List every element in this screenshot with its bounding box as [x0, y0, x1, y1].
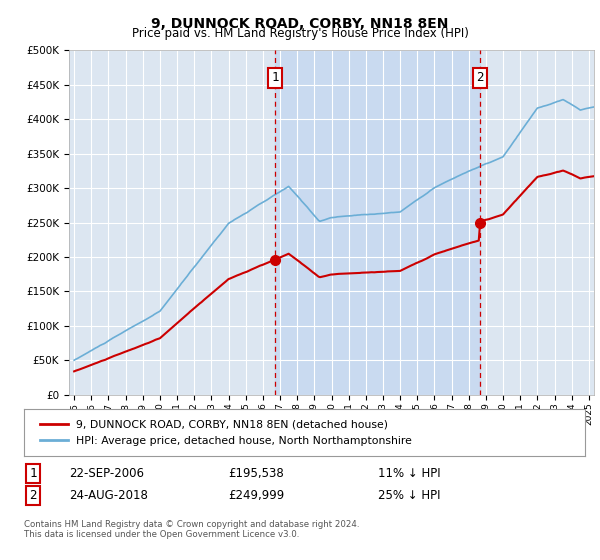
Text: 22-SEP-2006: 22-SEP-2006 — [69, 466, 144, 480]
Text: 1: 1 — [271, 72, 279, 85]
Text: 2: 2 — [29, 489, 37, 502]
Text: £195,538: £195,538 — [228, 466, 284, 480]
Bar — [275, 50, 480, 395]
Text: 2: 2 — [476, 72, 484, 85]
Text: £249,999: £249,999 — [228, 489, 284, 502]
Text: 9, DUNNOCK ROAD, CORBY, NN18 8EN: 9, DUNNOCK ROAD, CORBY, NN18 8EN — [151, 17, 449, 31]
Text: 25% ↓ HPI: 25% ↓ HPI — [378, 489, 440, 502]
Legend: 9, DUNNOCK ROAD, CORBY, NN18 8EN (detached house), HPI: Average price, detached : 9, DUNNOCK ROAD, CORBY, NN18 8EN (detach… — [35, 414, 418, 451]
Text: 11% ↓ HPI: 11% ↓ HPI — [378, 466, 440, 480]
Text: Price paid vs. HM Land Registry's House Price Index (HPI): Price paid vs. HM Land Registry's House … — [131, 27, 469, 40]
Text: Contains HM Land Registry data © Crown copyright and database right 2024.
This d: Contains HM Land Registry data © Crown c… — [24, 520, 359, 539]
Text: 24-AUG-2018: 24-AUG-2018 — [69, 489, 148, 502]
Text: 1: 1 — [29, 466, 37, 480]
